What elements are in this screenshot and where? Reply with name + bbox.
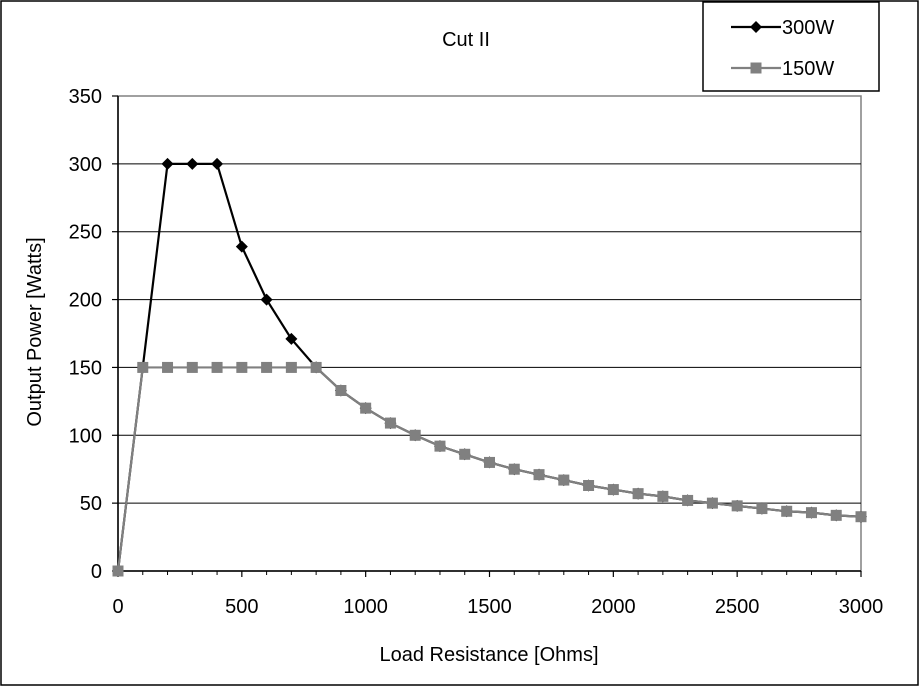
- data-point: [137, 361, 149, 373]
- chart-title: Cut II: [442, 29, 490, 51]
- x-tick-label: 2000: [591, 596, 636, 618]
- data-point: [484, 456, 495, 468]
- data-point: [211, 157, 224, 170]
- data-point: [805, 507, 817, 519]
- data-point: [607, 484, 619, 496]
- y-tick-label: 200: [69, 290, 102, 312]
- legend-marker: [750, 21, 762, 33]
- data-point: [508, 463, 520, 475]
- legend-box: [702, 1, 880, 92]
- y-tick-label: 50: [80, 493, 102, 515]
- x-tick-label: 2500: [715, 596, 760, 618]
- data-point: [161, 157, 174, 170]
- legend-marker: [750, 62, 762, 74]
- data-point: [632, 488, 644, 500]
- data-point: [112, 565, 124, 577]
- y-axis-title: Output Power [Watts]: [24, 237, 46, 426]
- data-point: [285, 361, 297, 373]
- legend: 300W 150W: [702, 1, 880, 92]
- data-point: [409, 429, 421, 441]
- y-tick-label: 300: [69, 154, 102, 176]
- axes: 0 50 100 150 200 250 300 350 0 500 1000 1500 2000 250…: [69, 86, 884, 618]
- data-point: [434, 440, 446, 452]
- data-point: [310, 361, 322, 373]
- series-150w: [112, 361, 867, 577]
- y-tick-label: 0: [91, 561, 102, 583]
- data-point: [533, 469, 545, 481]
- data-point: [756, 503, 768, 515]
- data-point: [335, 385, 347, 396]
- plot-area: [117, 95, 862, 572]
- data-point: [260, 293, 273, 306]
- data-point: [781, 505, 793, 517]
- x-axis-title: Load Resistance [Ohms]: [380, 644, 599, 666]
- x-tick-label: 500: [225, 596, 258, 618]
- data-point: [558, 474, 570, 486]
- data-point: [261, 361, 273, 373]
- x-tick-label: 1500: [467, 596, 512, 618]
- y-tick-label: 350: [69, 86, 102, 108]
- data-point: [855, 511, 867, 523]
- x-tick-label: 0: [112, 596, 123, 618]
- data-point: [706, 497, 718, 509]
- data-point: [211, 361, 223, 373]
- data-point: [657, 490, 669, 502]
- data-point: [459, 448, 471, 460]
- data-point: [236, 361, 248, 373]
- series-layer: [112, 157, 867, 577]
- legend-item: 150W: [731, 58, 834, 80]
- legend-label: 150W: [782, 58, 834, 80]
- legend-item: 300W: [731, 17, 834, 39]
- y-tick-label: 250: [69, 222, 102, 244]
- data-point: [583, 480, 595, 491]
- y-tick-label: 100: [69, 425, 102, 447]
- data-point: [186, 157, 199, 170]
- x-tick-label: 1000: [343, 596, 388, 618]
- data-point: [162, 361, 174, 373]
- y-tick-label: 150: [69, 357, 102, 379]
- data-point: [731, 500, 743, 512]
- data-point: [186, 361, 198, 373]
- legend-label: 300W: [782, 17, 834, 39]
- data-point: [830, 509, 842, 521]
- x-tick-label: 3000: [839, 596, 884, 618]
- data-point: [360, 402, 372, 414]
- data-point: [682, 494, 694, 506]
- data-point: [235, 240, 248, 253]
- data-point: [384, 417, 396, 429]
- data-point: [285, 332, 298, 345]
